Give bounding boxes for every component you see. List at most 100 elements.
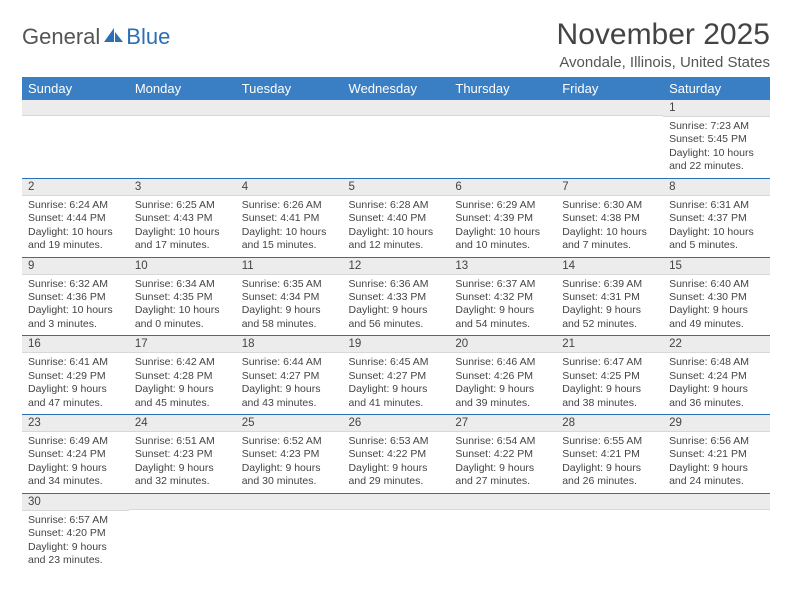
calendar-cell — [129, 100, 236, 178]
sunset-text: Sunset: 4:22 PM — [349, 448, 444, 461]
daylight-text: Daylight: 9 hours and 39 minutes. — [455, 383, 550, 410]
calendar-head: SundayMondayTuesdayWednesdayThursdayFrid… — [22, 77, 770, 100]
day-number — [556, 100, 663, 116]
sunrise-text: Sunrise: 6:30 AM — [562, 199, 657, 212]
calendar-cell: 8Sunrise: 6:31 AMSunset: 4:37 PMDaylight… — [663, 178, 770, 257]
daylight-text: Daylight: 9 hours and 30 minutes. — [242, 462, 337, 489]
calendar-cell: 19Sunrise: 6:45 AMSunset: 4:27 PMDayligh… — [343, 336, 450, 415]
calendar-container: SundayMondayTuesdayWednesdayThursdayFrid… — [0, 77, 792, 572]
sunset-text: Sunset: 4:40 PM — [349, 212, 444, 225]
page-header: General Blue November 2025 Avondale, Ill… — [0, 0, 792, 77]
day-data: Sunrise: 6:55 AMSunset: 4:21 PMDaylight:… — [556, 432, 663, 493]
daylight-text: Daylight: 9 hours and 56 minutes. — [349, 304, 444, 331]
day-data: Sunrise: 6:44 AMSunset: 4:27 PMDaylight:… — [236, 353, 343, 414]
calendar-week: 30Sunrise: 6:57 AMSunset: 4:20 PMDayligh… — [22, 493, 770, 571]
calendar-cell: 1Sunrise: 7:23 AMSunset: 5:45 PMDaylight… — [663, 100, 770, 178]
daylight-text: Daylight: 10 hours and 12 minutes. — [349, 226, 444, 253]
sunrise-text: Sunrise: 6:45 AM — [349, 356, 444, 369]
calendar-cell: 20Sunrise: 6:46 AMSunset: 4:26 PMDayligh… — [449, 336, 556, 415]
daylight-text: Daylight: 10 hours and 10 minutes. — [455, 226, 550, 253]
logo-text-blue: Blue — [126, 24, 170, 50]
sunrise-text: Sunrise: 6:26 AM — [242, 199, 337, 212]
day-number — [449, 100, 556, 116]
daylight-text: Daylight: 9 hours and 34 minutes. — [28, 462, 123, 489]
sunset-text: Sunset: 4:24 PM — [669, 370, 764, 383]
calendar-cell — [556, 493, 663, 571]
daylight-text: Daylight: 9 hours and 26 minutes. — [562, 462, 657, 489]
calendar-cell — [449, 493, 556, 571]
calendar-cell — [343, 493, 450, 571]
calendar-cell: 9Sunrise: 6:32 AMSunset: 4:36 PMDaylight… — [22, 257, 129, 336]
sunrise-text: Sunrise: 6:36 AM — [349, 278, 444, 291]
day-header: Wednesday — [343, 77, 450, 100]
day-number — [236, 494, 343, 510]
daylight-text: Daylight: 9 hours and 47 minutes. — [28, 383, 123, 410]
day-data: Sunrise: 6:26 AMSunset: 4:41 PMDaylight:… — [236, 196, 343, 257]
day-data: Sunrise: 6:42 AMSunset: 4:28 PMDaylight:… — [129, 353, 236, 414]
day-data: Sunrise: 6:28 AMSunset: 4:40 PMDaylight:… — [343, 196, 450, 257]
day-number: 19 — [343, 336, 450, 353]
daylight-text: Daylight: 9 hours and 43 minutes. — [242, 383, 337, 410]
calendar-cell — [343, 100, 450, 178]
daylight-text: Daylight: 10 hours and 17 minutes. — [135, 226, 230, 253]
sunrise-text: Sunrise: 6:55 AM — [562, 435, 657, 448]
sunset-text: Sunset: 4:30 PM — [669, 291, 764, 304]
day-data: Sunrise: 6:57 AMSunset: 4:20 PMDaylight:… — [22, 511, 129, 572]
day-header: Tuesday — [236, 77, 343, 100]
sunrise-text: Sunrise: 6:24 AM — [28, 199, 123, 212]
day-number — [449, 494, 556, 510]
sunset-text: Sunset: 4:41 PM — [242, 212, 337, 225]
day-data: Sunrise: 6:29 AMSunset: 4:39 PMDaylight:… — [449, 196, 556, 257]
day-header: Monday — [129, 77, 236, 100]
day-number: 11 — [236, 258, 343, 275]
sunrise-text: Sunrise: 6:49 AM — [28, 435, 123, 448]
day-number: 27 — [449, 415, 556, 432]
sunset-text: Sunset: 4:28 PM — [135, 370, 230, 383]
day-number: 10 — [129, 258, 236, 275]
calendar-cell: 14Sunrise: 6:39 AMSunset: 4:31 PMDayligh… — [556, 257, 663, 336]
day-data: Sunrise: 6:30 AMSunset: 4:38 PMDaylight:… — [556, 196, 663, 257]
calendar-cell: 13Sunrise: 6:37 AMSunset: 4:32 PMDayligh… — [449, 257, 556, 336]
sunrise-text: Sunrise: 7:23 AM — [669, 120, 764, 133]
day-header: Friday — [556, 77, 663, 100]
daylight-text: Daylight: 9 hours and 54 minutes. — [455, 304, 550, 331]
day-data: Sunrise: 6:34 AMSunset: 4:35 PMDaylight:… — [129, 275, 236, 336]
sunrise-text: Sunrise: 6:52 AM — [242, 435, 337, 448]
sunset-text: Sunset: 4:26 PM — [455, 370, 550, 383]
calendar-week: 1Sunrise: 7:23 AMSunset: 5:45 PMDaylight… — [22, 100, 770, 178]
calendar-cell — [129, 493, 236, 571]
calendar-cell: 2Sunrise: 6:24 AMSunset: 4:44 PMDaylight… — [22, 178, 129, 257]
day-data: Sunrise: 6:54 AMSunset: 4:22 PMDaylight:… — [449, 432, 556, 493]
day-header: Saturday — [663, 77, 770, 100]
day-number: 7 — [556, 179, 663, 196]
calendar-cell — [236, 493, 343, 571]
day-data: Sunrise: 6:32 AMSunset: 4:36 PMDaylight:… — [22, 275, 129, 336]
calendar-body: 1Sunrise: 7:23 AMSunset: 5:45 PMDaylight… — [22, 100, 770, 572]
day-number: 8 — [663, 179, 770, 196]
sunrise-text: Sunrise: 6:37 AM — [455, 278, 550, 291]
day-data: Sunrise: 6:40 AMSunset: 4:30 PMDaylight:… — [663, 275, 770, 336]
sunset-text: Sunset: 4:24 PM — [28, 448, 123, 461]
day-data: Sunrise: 6:37 AMSunset: 4:32 PMDaylight:… — [449, 275, 556, 336]
sunset-text: Sunset: 4:37 PM — [669, 212, 764, 225]
sunset-text: Sunset: 4:20 PM — [28, 527, 123, 540]
day-data: Sunrise: 6:53 AMSunset: 4:22 PMDaylight:… — [343, 432, 450, 493]
sunrise-text: Sunrise: 6:42 AM — [135, 356, 230, 369]
calendar-week: 16Sunrise: 6:41 AMSunset: 4:29 PMDayligh… — [22, 336, 770, 415]
day-data: Sunrise: 6:51 AMSunset: 4:23 PMDaylight:… — [129, 432, 236, 493]
logo-text-general: General — [22, 24, 100, 50]
day-data: Sunrise: 6:49 AMSunset: 4:24 PMDaylight:… — [22, 432, 129, 493]
sunrise-text: Sunrise: 6:57 AM — [28, 514, 123, 527]
daylight-text: Daylight: 10 hours and 15 minutes. — [242, 226, 337, 253]
sunrise-text: Sunrise: 6:28 AM — [349, 199, 444, 212]
location-subtitle: Avondale, Illinois, United States — [557, 54, 770, 71]
sunset-text: Sunset: 4:22 PM — [455, 448, 550, 461]
day-data: Sunrise: 6:39 AMSunset: 4:31 PMDaylight:… — [556, 275, 663, 336]
day-number: 1 — [663, 100, 770, 117]
sunrise-text: Sunrise: 6:44 AM — [242, 356, 337, 369]
day-number — [343, 100, 450, 116]
sunset-text: Sunset: 4:32 PM — [455, 291, 550, 304]
day-number: 3 — [129, 179, 236, 196]
day-data: Sunrise: 6:41 AMSunset: 4:29 PMDaylight:… — [22, 353, 129, 414]
day-number: 23 — [22, 415, 129, 432]
